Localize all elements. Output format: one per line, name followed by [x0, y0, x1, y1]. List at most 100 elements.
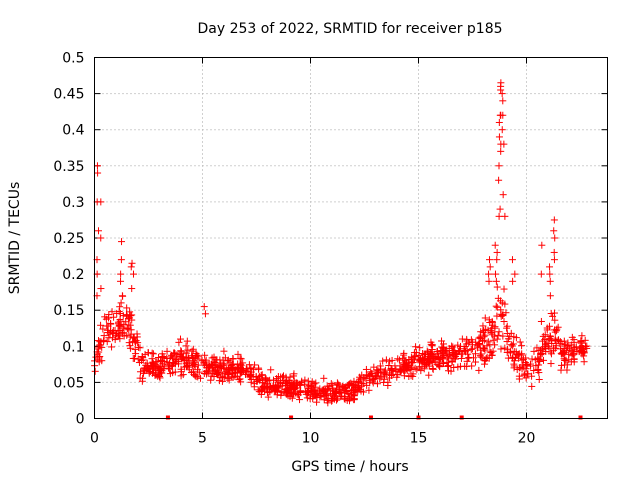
data-point — [139, 356, 147, 364]
data-point — [354, 385, 362, 393]
data-point — [209, 364, 217, 372]
data-point — [504, 345, 512, 353]
data-point — [345, 394, 353, 402]
data-point — [528, 372, 536, 380]
data-point — [515, 350, 523, 358]
data-point — [282, 379, 290, 387]
data-point — [156, 374, 164, 382]
data-point — [547, 360, 555, 368]
data-point — [135, 343, 143, 351]
data-point — [184, 361, 192, 369]
data-point — [539, 332, 547, 340]
data-point — [117, 277, 125, 285]
data-point — [207, 360, 215, 368]
data-point — [486, 263, 494, 271]
data-point — [418, 363, 426, 371]
data-point — [534, 365, 542, 373]
data-point — [327, 380, 335, 388]
data-point — [114, 327, 122, 335]
data-point — [413, 365, 421, 373]
data-point — [232, 368, 240, 376]
data-point — [261, 384, 269, 392]
data-point — [330, 395, 338, 403]
data-point — [550, 248, 558, 256]
data-point — [549, 312, 557, 320]
y-tick-label: 0.3 — [62, 195, 84, 211]
data-point — [104, 322, 112, 330]
data-point — [125, 326, 133, 334]
data-point — [388, 356, 396, 364]
data-point — [534, 355, 542, 363]
data-point — [541, 336, 549, 344]
data-point — [178, 368, 186, 376]
data-point — [128, 316, 136, 324]
data-point — [506, 333, 514, 341]
data-point — [182, 353, 190, 361]
data-point — [123, 304, 131, 312]
data-point — [559, 349, 567, 357]
data-point — [526, 360, 534, 368]
baseline-marker — [416, 415, 421, 420]
y-tick-label: 0.5 — [62, 51, 84, 67]
data-point — [547, 310, 555, 318]
data-point — [118, 292, 126, 300]
data-point — [460, 345, 468, 353]
data-point — [177, 335, 185, 343]
data-point — [498, 126, 506, 134]
data-point — [363, 381, 371, 389]
data-point — [538, 350, 546, 358]
y-tick-label: 0.35 — [53, 159, 84, 175]
data-point — [486, 256, 494, 264]
x-tick-label: 10 — [302, 431, 320, 447]
data-point — [426, 350, 434, 358]
data-point — [565, 351, 573, 359]
data-point — [340, 395, 348, 403]
data-point — [333, 379, 341, 387]
data-point — [491, 341, 499, 349]
data-point — [456, 347, 464, 355]
data-point — [435, 356, 443, 364]
data-point — [216, 369, 224, 377]
data-point — [538, 241, 546, 249]
data-point — [180, 363, 188, 371]
data-point — [362, 365, 370, 373]
data-point — [492, 277, 500, 285]
data-point — [493, 283, 501, 291]
data-point — [117, 256, 125, 264]
data-point — [546, 277, 554, 285]
y-tick-label: 0.25 — [53, 231, 84, 247]
data-point — [252, 373, 260, 381]
data-point — [152, 371, 160, 379]
data-point — [468, 362, 476, 370]
data-point — [132, 339, 140, 347]
data-point — [516, 338, 524, 346]
data-point — [261, 383, 269, 391]
baseline-marker — [165, 415, 170, 420]
data-point — [550, 216, 558, 224]
data-point — [177, 348, 185, 356]
data-point — [448, 342, 456, 350]
data-point — [498, 90, 506, 98]
data-point — [188, 347, 196, 355]
data-point — [261, 374, 269, 382]
data-point — [257, 390, 265, 398]
data-point — [400, 360, 408, 368]
data-point — [235, 363, 243, 371]
y-axis-label: SRMTID / TECUs — [7, 182, 23, 295]
data-point — [546, 263, 554, 271]
data-point — [350, 392, 358, 400]
x-tick-label: 15 — [410, 431, 428, 447]
data-point — [96, 341, 104, 349]
data-point — [547, 350, 555, 358]
data-point — [198, 357, 206, 365]
data-point — [391, 362, 399, 370]
data-point — [447, 367, 455, 375]
data-point — [550, 227, 558, 235]
data-point — [376, 375, 384, 383]
data-point — [488, 317, 496, 325]
data-point — [476, 352, 484, 360]
data-point — [510, 364, 518, 372]
data-point — [537, 346, 545, 354]
data-point — [207, 376, 215, 384]
data-point — [210, 373, 218, 381]
